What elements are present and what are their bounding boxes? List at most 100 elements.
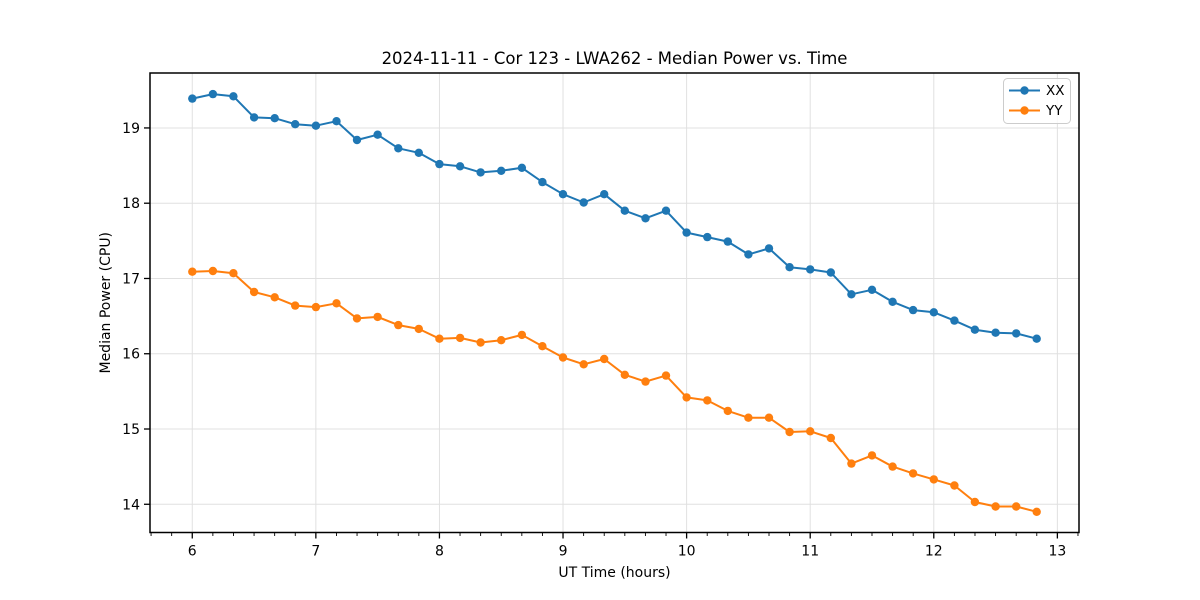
- data-point-XX: [352, 135, 362, 145]
- data-point-XX: [950, 316, 959, 325]
- data-point-YY: [908, 469, 918, 478]
- data-point-YY: [661, 371, 671, 380]
- data-point-YY: [208, 266, 218, 276]
- legend: XX YY: [1003, 78, 1071, 124]
- data-point-YY: [703, 396, 712, 405]
- legend-label-YY: YY: [1045, 103, 1063, 119]
- data-point-YY: [188, 267, 197, 276]
- data-point-YY: [517, 330, 527, 340]
- data-point-XX: [661, 206, 671, 215]
- data-point-YY: [806, 427, 815, 436]
- x-tick-label: 10: [678, 544, 696, 560]
- y-tick-label: 15: [122, 422, 140, 438]
- data-point-YY: [311, 302, 321, 312]
- data-point-YY: [744, 413, 753, 422]
- data-point-YY: [1012, 502, 1021, 511]
- data-point-XX: [764, 244, 774, 253]
- data-point-XX: [394, 144, 403, 153]
- x-tick-label: 7: [311, 544, 320, 560]
- y-tick-label: 14: [122, 497, 140, 513]
- data-point-YY: [414, 324, 423, 334]
- data-point-XX: [970, 325, 980, 334]
- y-tick-label: 19: [122, 121, 140, 137]
- data-point-YY: [867, 451, 877, 460]
- data-point-XX: [270, 114, 279, 123]
- data-point-YY: [332, 299, 341, 308]
- data-point-XX: [785, 263, 794, 272]
- data-point-XX: [579, 198, 588, 207]
- legend-entry-YY: YY: [1009, 103, 1063, 119]
- data-point-YY: [229, 269, 238, 278]
- data-point-YY: [764, 413, 774, 422]
- data-point-YY: [455, 333, 465, 343]
- data-point-YY: [435, 334, 444, 343]
- legend-marker-XX: [1020, 86, 1029, 95]
- x-tick-label: 6: [188, 544, 197, 560]
- data-point-YY: [538, 342, 547, 351]
- data-point-XX: [682, 228, 691, 237]
- data-point-XX: [311, 121, 321, 130]
- data-point-XX: [517, 163, 527, 172]
- data-point-YY: [826, 433, 835, 443]
- data-point-YY: [291, 301, 300, 310]
- data-point-XX: [1032, 334, 1041, 343]
- data-point-YY: [785, 427, 794, 437]
- data-point-XX: [847, 290, 856, 299]
- data-point-YY: [249, 287, 259, 297]
- data-point-XX: [1012, 329, 1021, 338]
- data-point-XX: [208, 89, 218, 99]
- data-point-YY: [394, 320, 403, 330]
- data-point-XX: [497, 166, 506, 175]
- data-point-XX: [373, 130, 382, 139]
- data-point-XX: [558, 190, 568, 199]
- data-point-XX: [476, 168, 485, 177]
- x-tick-label: 11: [801, 544, 819, 560]
- data-point-YY: [991, 502, 1000, 511]
- data-point-XX: [249, 113, 259, 122]
- data-point-YY: [970, 497, 980, 507]
- data-point-YY: [270, 293, 279, 302]
- data-point-XX: [867, 285, 877, 294]
- data-point-YY: [352, 314, 362, 323]
- data-point-YY: [682, 393, 691, 402]
- data-point-YY: [1032, 507, 1041, 516]
- data-point-YY: [620, 370, 629, 379]
- x-tick-label: 13: [1048, 544, 1066, 560]
- y-tick-label: 18: [122, 196, 140, 212]
- data-point-YY: [929, 475, 938, 484]
- data-point-YY: [888, 462, 897, 471]
- data-point-YY: [497, 336, 506, 345]
- data-point-YY: [723, 406, 732, 416]
- data-point-XX: [991, 328, 1000, 337]
- x-tick-label: 8: [435, 544, 444, 560]
- data-point-YY: [476, 338, 485, 347]
- data-point-XX: [620, 206, 629, 215]
- data-point-XX: [744, 250, 753, 259]
- data-point-YY: [641, 377, 650, 386]
- data-point-XX: [455, 162, 465, 171]
- data-point-XX: [188, 94, 197, 103]
- legend-entry-XX: XX: [1009, 83, 1065, 99]
- y-tick-label: 17: [122, 271, 140, 287]
- data-point-YY: [373, 312, 382, 322]
- data-point-XX: [435, 159, 444, 169]
- data-point-XX: [888, 297, 897, 306]
- data-point-YY: [558, 353, 568, 362]
- axis-label-x: UT Time (hours): [558, 565, 670, 581]
- data-point-XX: [703, 232, 712, 242]
- data-point-XX: [806, 265, 815, 274]
- data-point-XX: [826, 268, 835, 277]
- data-point-XX: [332, 117, 341, 126]
- data-point-YY: [600, 354, 609, 364]
- data-point-YY: [950, 481, 959, 490]
- data-point-XX: [600, 190, 609, 199]
- plot-border: [149, 72, 1080, 534]
- data-point-XX: [538, 177, 547, 187]
- data-point-XX: [291, 120, 300, 129]
- data-point-XX: [723, 237, 732, 246]
- data-point-XX: [414, 148, 423, 157]
- legend-marker-YY: [1020, 106, 1029, 115]
